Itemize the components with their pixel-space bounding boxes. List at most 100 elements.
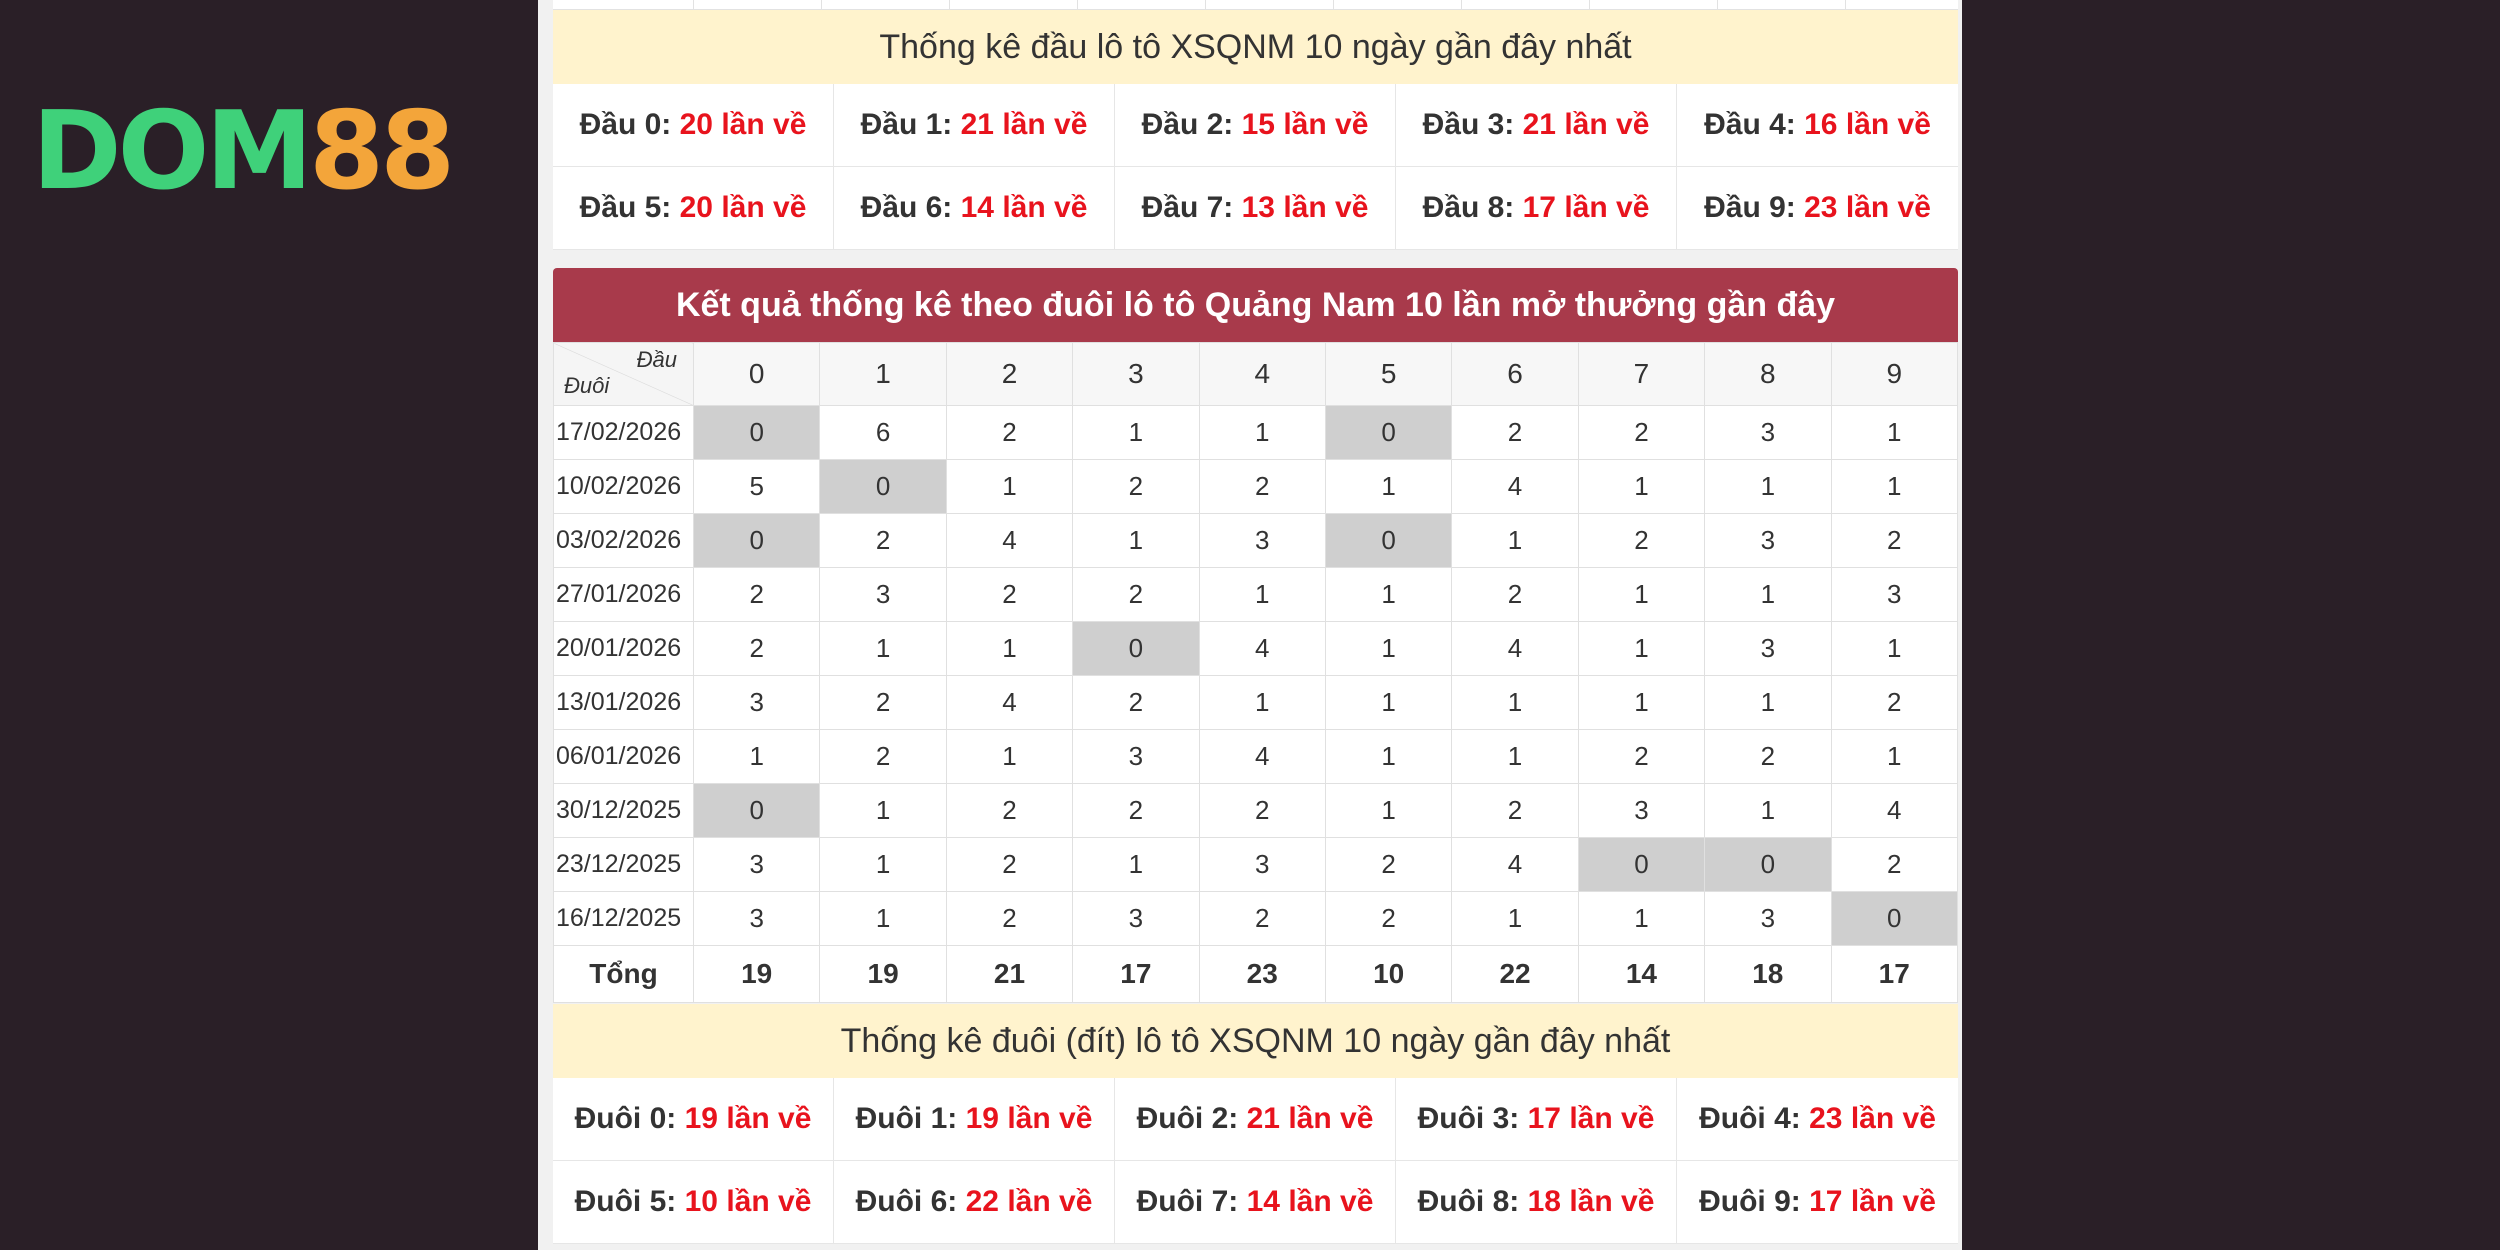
head-stat-label: Đầu 4: bbox=[1704, 108, 1796, 141]
count-cell: 3 bbox=[1072, 729, 1200, 784]
tail-stat-4: Đuôi 4: 23 lần về bbox=[1677, 1078, 1958, 1161]
column-header-8: 8 bbox=[1704, 342, 1832, 406]
count-cell: 1 bbox=[1577, 891, 1706, 946]
logo-text-dom: DOM bbox=[32, 89, 313, 214]
tail-stat-6: Đuôi 6: 22 lần về bbox=[834, 1161, 1115, 1244]
count-cell: 1 bbox=[945, 459, 1074, 514]
row-date: 23/12/2025 bbox=[553, 837, 694, 892]
head-stats-grid: Đầu 0: 20 lần về Đầu 1: 21 lần về Đầu 2: 1… bbox=[553, 84, 1958, 250]
count-cell: 2 bbox=[1198, 891, 1326, 946]
corner-label-dau: Đầu bbox=[636, 347, 677, 372]
count-cell: 0 bbox=[692, 513, 821, 568]
column-header-4: 4 bbox=[1198, 342, 1326, 406]
count-cell: 2 bbox=[692, 567, 821, 622]
table-row: 23/12/2025 3 1 2 1 3 2 4 0 0 2 bbox=[553, 837, 1959, 892]
count-cell: 2 bbox=[1198, 783, 1326, 838]
count-cell: 4 bbox=[945, 513, 1074, 568]
tail-stat-3: Đuôi 3: 17 lần về bbox=[1396, 1078, 1677, 1161]
table-row: 10/02/2026 5 0 1 2 2 1 4 1 1 1 bbox=[553, 459, 1959, 514]
row-date: 30/12/2025 bbox=[553, 783, 694, 838]
head-stats-section: Thống kê đầu lô tô XSQNM 10 ngày gần đây… bbox=[553, 10, 1958, 250]
count-cell: 2 bbox=[945, 837, 1074, 892]
count-cell: 4 bbox=[1198, 729, 1326, 784]
tail-stat-5: Đuôi 5: 10 lần về bbox=[553, 1161, 834, 1244]
count-cell: 2 bbox=[1324, 891, 1453, 946]
column-header-6: 6 bbox=[1451, 342, 1579, 406]
count-cell: 3 bbox=[1072, 891, 1200, 946]
tail-table-title: Kết quả thống kê theo đuôi lô tô Quảng N… bbox=[553, 268, 1958, 342]
count-cell: 1 bbox=[1830, 729, 1959, 784]
count-cell: 1 bbox=[1830, 621, 1959, 676]
count-cell: 3 bbox=[692, 891, 821, 946]
count-cell: 1 bbox=[819, 783, 947, 838]
head-stat-7: Đầu 7: 13 lần về bbox=[1115, 167, 1396, 250]
head-stat-value: 13 lần về bbox=[1241, 191, 1369, 224]
count-cell: 3 bbox=[692, 675, 821, 730]
head-stat-value: 14 lần về bbox=[960, 191, 1088, 224]
logo-text-88: 88 bbox=[308, 89, 455, 214]
head-stat-label: Đầu 2: bbox=[1141, 108, 1234, 141]
count-cell: 0 bbox=[692, 405, 821, 460]
row-date: 20/01/2026 bbox=[553, 621, 694, 676]
count-cell: 1 bbox=[1072, 405, 1200, 460]
count-cell: 2 bbox=[945, 783, 1074, 838]
head-stat-value: 15 lần về bbox=[1241, 108, 1369, 141]
table-row: 16/12/2025 3 1 2 3 2 2 1 1 3 0 bbox=[553, 891, 1959, 946]
count-cell: 2 bbox=[1072, 567, 1200, 622]
count-cell: 1 bbox=[1577, 675, 1706, 730]
tail-stat-1: Đuôi 1: 19 lần về bbox=[834, 1078, 1115, 1161]
table-row: 17/02/2026 0 6 2 1 1 0 2 2 3 1 bbox=[553, 405, 1959, 460]
column-header-5: 5 bbox=[1324, 342, 1453, 406]
column-header-0: 0 bbox=[692, 342, 821, 406]
count-cell: 1 bbox=[945, 621, 1074, 676]
head-stat-label: Đầu 5: bbox=[579, 191, 672, 224]
head-stat-label: Đầu 8: bbox=[1422, 191, 1515, 224]
count-cell: 0 bbox=[1830, 891, 1959, 946]
count-cell: 1 bbox=[1324, 729, 1453, 784]
total-cell-8: 18 bbox=[1704, 945, 1832, 1003]
tail-stat-value: 17 lần về bbox=[1527, 1102, 1655, 1135]
head-stat-0: Đầu 0: 20 lần về bbox=[553, 84, 834, 167]
count-cell: 1 bbox=[1577, 459, 1706, 514]
count-cell: 2 bbox=[945, 405, 1074, 460]
tail-stats-title: Thống kê đuôi (đít) lô tô XSQNM 10 ngày … bbox=[553, 1004, 1958, 1078]
count-cell: 3 bbox=[1704, 513, 1832, 568]
count-cell: 3 bbox=[819, 567, 947, 622]
head-stat-1: Đầu 1: 21 lần về bbox=[834, 84, 1115, 167]
table-row: 03/02/2026 0 2 4 1 3 0 1 2 3 2 bbox=[553, 513, 1959, 568]
count-cell: 1 bbox=[945, 729, 1074, 784]
count-cell: 2 bbox=[1072, 675, 1200, 730]
count-cell: 0 bbox=[1324, 405, 1453, 460]
count-cell: 1 bbox=[1704, 783, 1832, 838]
head-stat-label: Đầu 6: bbox=[860, 191, 953, 224]
count-cell: 1 bbox=[1451, 891, 1579, 946]
table-row: 20/01/2026 2 1 1 0 4 1 4 1 3 1 bbox=[553, 621, 1959, 676]
head-stat-value: 20 lần về bbox=[679, 191, 807, 224]
head-stat-label: Đầu 3: bbox=[1422, 108, 1515, 141]
count-cell: 2 bbox=[1577, 405, 1706, 460]
total-cell-7: 14 bbox=[1577, 945, 1706, 1003]
count-cell: 3 bbox=[1704, 405, 1832, 460]
count-cell: 2 bbox=[1451, 405, 1579, 460]
count-cell: 2 bbox=[1830, 837, 1959, 892]
tail-stat-2: Đuôi 2: 21 lần về bbox=[1115, 1078, 1396, 1161]
tail-stat-8: Đuôi 8: 18 lần về bbox=[1396, 1161, 1677, 1244]
row-date: 03/02/2026 bbox=[553, 513, 694, 568]
count-cell: 3 bbox=[1704, 621, 1832, 676]
head-stat-value: 16 lần về bbox=[1804, 108, 1931, 141]
count-cell: 6 bbox=[819, 405, 947, 460]
tail-stat-value: 22 lần về bbox=[965, 1185, 1093, 1218]
row-date: 27/01/2026 bbox=[553, 567, 694, 622]
tail-stat-value: 19 lần về bbox=[965, 1102, 1093, 1135]
count-cell: 3 bbox=[1704, 891, 1832, 946]
tail-stat-value: 14 lần về bbox=[1246, 1185, 1374, 1218]
count-cell: 2 bbox=[1072, 459, 1200, 514]
dom88-logo[interactable]: DOM88 bbox=[32, 98, 455, 206]
count-cell: 1 bbox=[1830, 459, 1959, 514]
total-cell-1: 19 bbox=[819, 945, 947, 1003]
previous-table-stub bbox=[553, 0, 1958, 10]
table-row: 30/12/2025 0 1 2 2 2 1 2 3 1 4 bbox=[553, 783, 1959, 838]
count-cell: 1 bbox=[1072, 513, 1200, 568]
count-cell: 0 bbox=[819, 459, 947, 514]
head-stat-value: 21 lần về bbox=[1522, 108, 1650, 141]
